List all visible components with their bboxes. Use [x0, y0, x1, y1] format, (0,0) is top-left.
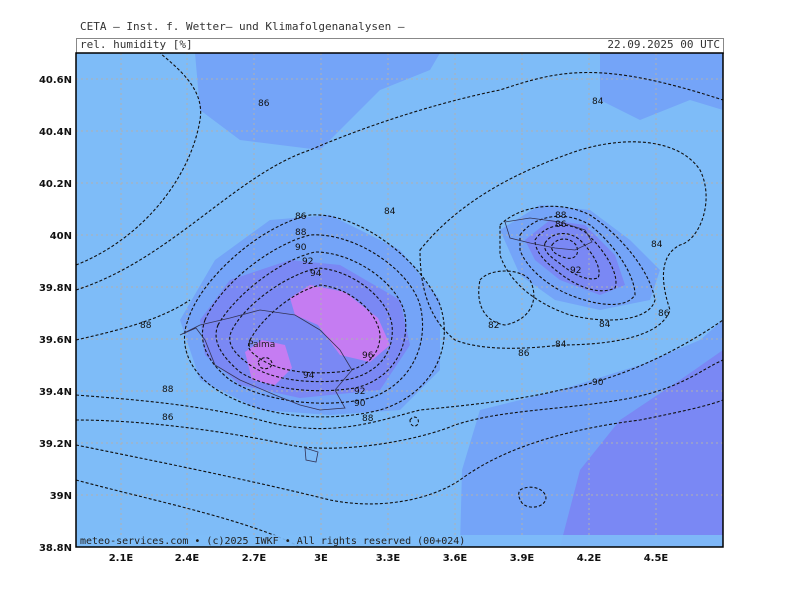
- lat-tick: 38.8N: [39, 543, 72, 554]
- lon-tick: 3E: [314, 553, 328, 564]
- rh-band-gt-96-palma: [245, 340, 292, 385]
- chart-title: CETA – Inst. f. Wetter– und Klimafolgena…: [80, 20, 405, 33]
- contour-label: 86: [162, 413, 174, 423]
- contour-label: 86: [555, 220, 567, 230]
- lon-tick: 2.7E: [242, 553, 267, 564]
- contour-label: 88: [295, 228, 307, 238]
- contour-label: 88: [362, 414, 374, 424]
- contour-label: 94: [303, 371, 315, 381]
- contour-label: 90: [354, 399, 366, 409]
- contour-label: 96: [362, 351, 374, 361]
- lat-tick: 39.4N: [39, 387, 72, 398]
- contour-label: 88: [555, 211, 567, 221]
- coastline: [179, 217, 593, 463]
- lat-tick: 39N: [50, 491, 72, 502]
- humidity-fill: 86 84 84 86 88 90 92 94 88 86 84 88 86 9…: [76, 53, 723, 547]
- isolines: [76, 53, 723, 547]
- lon-tick: 4.5E: [644, 553, 669, 564]
- contour-label: 86: [658, 309, 670, 319]
- contour-label: 94: [310, 269, 322, 279]
- contour-label: 84: [555, 340, 567, 350]
- contour-labels: 86 84 84 86 88 90 92 94 88 86 84 88 86 9…: [140, 97, 670, 424]
- lon-tick: 3.3E: [376, 553, 401, 564]
- lat-tick: 39.2N: [39, 439, 72, 450]
- rh-band-92-96-se: [560, 350, 723, 547]
- latitude-axis: 40.6N 40.4N 40.2N 40N 39.8N 39.6N 39.4N …: [39, 75, 72, 554]
- lat-tick: 39.6N: [39, 335, 72, 346]
- graticule: [76, 53, 723, 547]
- longitude-axis: 2.1E 2.4E 2.7E 3E 3.3E 3.6E 3.9E 4.2E 4.…: [109, 553, 669, 564]
- map-frame: [75, 52, 724, 548]
- contour-label: 82: [488, 321, 499, 331]
- contour-label: 84: [651, 240, 663, 250]
- contour-label: 84: [592, 97, 604, 107]
- lat-tick: 40.2N: [39, 179, 72, 190]
- lon-tick: 2.4E: [175, 553, 200, 564]
- copyright-footer: meteo-services.com • (c)2025 IWKF • All …: [80, 536, 465, 547]
- rh-band-88-92-north: [195, 53, 440, 150]
- lat-tick: 40.6N: [39, 75, 72, 86]
- contour-label: 92: [302, 257, 313, 267]
- contour-label: 86: [295, 212, 307, 222]
- city-label-palma: Palma: [248, 340, 275, 350]
- rh-band-92-96-menorca: [525, 220, 625, 295]
- lat-tick: 40N: [50, 231, 72, 242]
- lon-tick: 3.9E: [510, 553, 535, 564]
- valid-time-label: 22.09.2025 00 UTC: [607, 38, 720, 51]
- rh-band-88-92-ne: [600, 53, 723, 120]
- contour-label: 84: [599, 320, 611, 330]
- lon-tick: 4.2E: [577, 553, 602, 564]
- parameter-label: rel. humidity [%]: [80, 38, 193, 51]
- contour-label: 92: [354, 387, 365, 397]
- contour-label: 92: [570, 266, 581, 276]
- contour-label: 84: [384, 207, 396, 217]
- rh-band-gt-96-core: [290, 285, 390, 362]
- contour-label: 90: [295, 243, 307, 253]
- lat-tick: 40.4N: [39, 127, 72, 138]
- contour-label: 86: [258, 99, 270, 109]
- lon-tick: 2.1E: [109, 553, 134, 564]
- contour-label: 90: [592, 378, 604, 388]
- contour-label: 88: [162, 385, 174, 395]
- lon-tick: 3.6E: [443, 553, 468, 564]
- contour-label: 88: [140, 321, 152, 331]
- lat-tick: 39.8N: [39, 283, 72, 294]
- contour-label: 86: [518, 349, 530, 359]
- footer-strip: [76, 535, 723, 547]
